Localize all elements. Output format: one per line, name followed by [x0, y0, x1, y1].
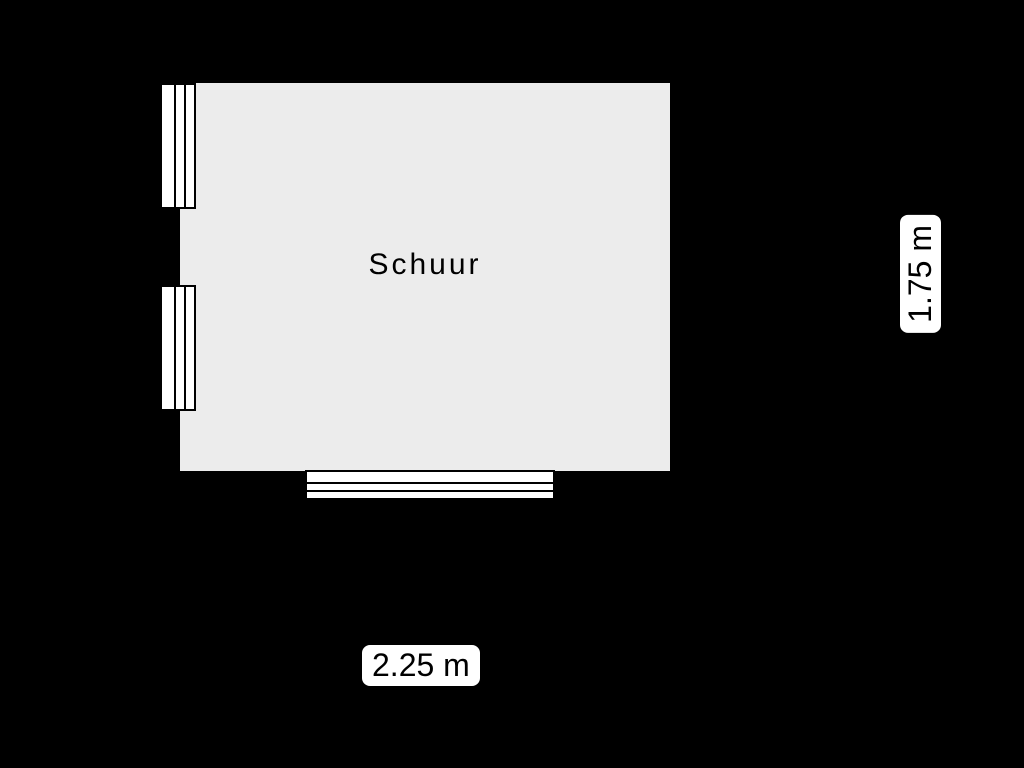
dimension-width-tick-right: [688, 655, 690, 677]
room-label: Schuur: [160, 248, 690, 282]
opening-stripe: [174, 85, 176, 207]
dimension-width-tick-left: [160, 655, 162, 677]
wall-top: [160, 63, 690, 83]
opening-stripe: [307, 482, 553, 484]
opening-left-bottom: [160, 285, 196, 411]
wall-left-seg-1: [160, 63, 180, 83]
dimension-width-label: 2.25 m: [362, 645, 480, 686]
floorplan-canvas: Schuur 2.25 m 1.75 m: [0, 0, 1024, 768]
room-schuur: Schuur: [160, 63, 690, 491]
opening-stripe: [184, 287, 186, 409]
dimension-height-tick-top: [910, 63, 932, 65]
opening-stripe: [174, 287, 176, 409]
opening-left-top: [160, 83, 196, 209]
opening-stripe: [184, 85, 186, 207]
dimension-height-tick-bottom: [910, 489, 932, 491]
wall-bottom-seg-1: [160, 471, 305, 491]
opening-bottom: [305, 470, 555, 500]
wall-left-seg-2: [160, 209, 180, 285]
opening-stripe: [307, 490, 553, 492]
dimension-height-label: 1.75 m: [900, 215, 941, 333]
wall-bottom-seg-2: [555, 471, 690, 491]
